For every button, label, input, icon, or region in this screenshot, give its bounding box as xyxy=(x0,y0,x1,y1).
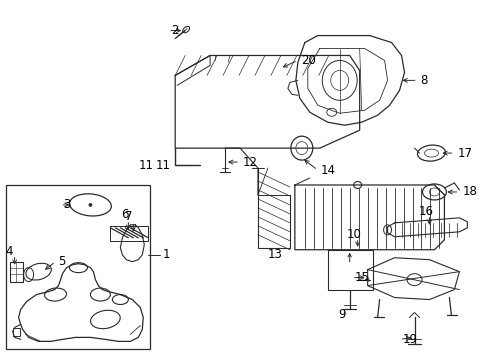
Text: 16: 16 xyxy=(418,205,433,219)
Text: 18: 18 xyxy=(462,185,476,198)
Text: 5: 5 xyxy=(59,255,66,268)
Text: 13: 13 xyxy=(267,248,282,261)
Text: 2: 2 xyxy=(171,24,178,37)
Text: 19: 19 xyxy=(402,333,417,346)
Ellipse shape xyxy=(89,203,92,206)
Text: 4: 4 xyxy=(5,245,12,258)
Bar xyxy=(13,328,20,336)
Text: 15: 15 xyxy=(354,271,369,284)
Text: 12: 12 xyxy=(243,156,258,168)
Text: 6: 6 xyxy=(122,208,129,221)
Text: 20: 20 xyxy=(300,54,315,67)
Bar xyxy=(10,262,22,282)
Text: 17: 17 xyxy=(456,147,471,159)
Text: 14: 14 xyxy=(320,163,335,176)
Ellipse shape xyxy=(353,181,361,189)
Text: 8: 8 xyxy=(420,74,427,87)
Text: 10: 10 xyxy=(346,228,360,241)
Text: 9: 9 xyxy=(337,308,345,321)
Text: 11: 11 xyxy=(155,158,170,172)
Text: 3: 3 xyxy=(63,198,71,211)
Text: 7: 7 xyxy=(124,210,132,223)
Text: 11: 11 xyxy=(138,158,153,172)
Bar xyxy=(6,185,150,349)
Bar xyxy=(327,250,372,289)
Text: 1: 1 xyxy=(162,248,169,261)
